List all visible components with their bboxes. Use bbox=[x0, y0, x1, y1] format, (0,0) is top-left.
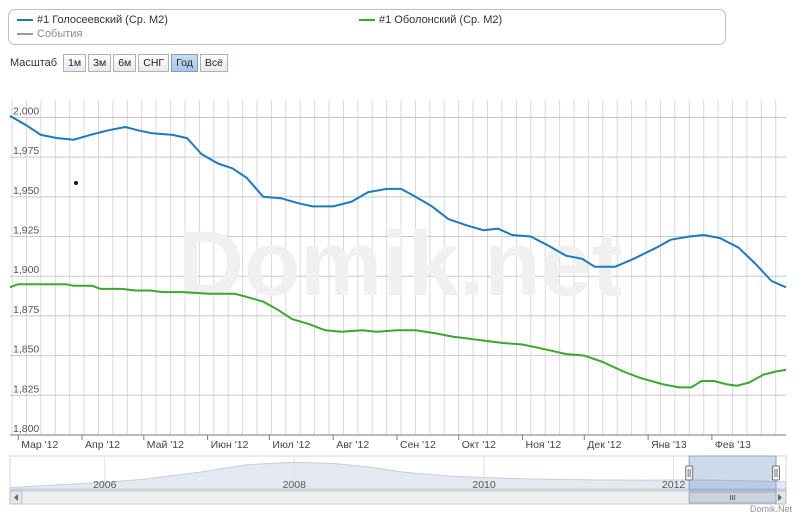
legend-item-series-1[interactable]: #1 Голосеевский (Ср. М2) bbox=[17, 14, 168, 26]
legend-item-events[interactable]: События bbox=[17, 28, 82, 40]
zoom-1y-button[interactable]: Год bbox=[171, 54, 198, 72]
events-swatch bbox=[17, 33, 33, 35]
y-tick-label: 1,950 bbox=[13, 185, 39, 197]
x-tick-label: Май '12 bbox=[147, 439, 184, 451]
zoom-bar: Масштаб 1м 3м 6м СНГ Год Всё bbox=[10, 54, 230, 72]
navigator-tick-label: 2008 bbox=[283, 479, 307, 491]
x-tick-label: Янв '13 bbox=[651, 439, 687, 451]
x-tick-label: Авг '12 bbox=[336, 439, 369, 451]
series-1-swatch bbox=[17, 19, 33, 21]
y-tick-label: 1,975 bbox=[13, 145, 39, 157]
x-tick-label: Июл '12 bbox=[272, 439, 310, 451]
series-2-swatch bbox=[359, 19, 375, 21]
plot-background bbox=[10, 100, 786, 435]
series-line-1[interactable] bbox=[9, 115, 787, 289]
navigator-handle-left[interactable] bbox=[685, 465, 694, 481]
y-tick-label: 1,925 bbox=[13, 225, 39, 237]
series-line-2[interactable] bbox=[9, 283, 787, 389]
legend-label-series-2: #1 Оболонский (Ср. М2) bbox=[379, 14, 503, 26]
zoom-1m-button[interactable]: 1м bbox=[63, 54, 87, 72]
y-tick-label: 1,850 bbox=[13, 344, 39, 356]
legend-item-series-2[interactable]: #1 Оболонский (Ср. М2) bbox=[359, 14, 502, 26]
legend-label-series-1: #1 Голосеевский (Ср. М2) bbox=[37, 14, 168, 26]
legend: #1 Голосеевский (Ср. М2) #1 Оболонский (… bbox=[8, 9, 726, 45]
zoom-ytd-button[interactable]: СНГ bbox=[138, 54, 170, 72]
legend-label-events: События bbox=[37, 28, 83, 40]
x-tick-label: Июн '12 bbox=[211, 439, 249, 451]
navigator-tick-label: 2010 bbox=[472, 479, 496, 491]
navigator-scrollbar[interactable] bbox=[9, 490, 787, 505]
event-marker[interactable] bbox=[74, 181, 78, 185]
y-tick-label: 1,800 bbox=[13, 423, 39, 435]
y-tick-label: 1,825 bbox=[13, 383, 39, 395]
navigator-history bbox=[9, 461, 787, 490]
navigator-handle-right[interactable] bbox=[772, 465, 780, 481]
navigator-tick-label: 2006 bbox=[93, 479, 117, 491]
x-tick-label: Сен '12 bbox=[400, 439, 436, 451]
navigator-selection[interactable] bbox=[685, 455, 780, 491]
x-tick-label: Апр '12 bbox=[85, 439, 120, 451]
x-tick-label: Окт '12 bbox=[462, 439, 496, 451]
x-axis-ticks: Мар '12 Апр '12 Май '12 Июн '12 Июл '12 Авг '… bbox=[17, 435, 751, 451]
watermark: Domik.net bbox=[178, 213, 623, 315]
x-tick-label: Дек '12 bbox=[587, 439, 621, 451]
zoom-3m-button[interactable]: 3м bbox=[88, 54, 112, 72]
arrow-left-icon bbox=[14, 494, 18, 501]
credit-label: Domik.Net bbox=[749, 504, 792, 514]
navigator[interactable]: 2006 2008 2010 2012 bbox=[9, 455, 787, 491]
scrollbar-track[interactable] bbox=[9, 490, 787, 505]
navigator-ticks: 2006 2008 2010 2012 bbox=[93, 457, 685, 491]
arrow-right-icon bbox=[778, 494, 782, 501]
y-tick-label: 1,900 bbox=[13, 264, 39, 276]
navigator-tick-label: 2012 bbox=[662, 479, 686, 491]
y-tick-label: 1,875 bbox=[13, 304, 39, 316]
zoom-6m-button[interactable]: 6м bbox=[113, 54, 137, 72]
x-tick-label: Фев '13 bbox=[715, 439, 751, 451]
x-tick-label: Ноя '12 bbox=[526, 439, 562, 451]
scrollbar-thumb[interactable] bbox=[688, 491, 777, 504]
grid bbox=[10, 100, 786, 436]
series-lines[interactable] bbox=[9, 115, 787, 389]
y-axis-ticks: 1,800 1,825 1,850 1,875 1,900 1,925 1,950 1,975… bbox=[13, 106, 39, 436]
zoom-label: Масштаб bbox=[10, 57, 58, 69]
navigator-selected-range[interactable] bbox=[688, 455, 777, 491]
navigator-area bbox=[9, 461, 787, 490]
y-tick-label: 2,000 bbox=[13, 106, 39, 118]
zoom-all-button[interactable]: Всё bbox=[199, 54, 228, 72]
x-tick-label: Мар '12 bbox=[21, 439, 58, 451]
